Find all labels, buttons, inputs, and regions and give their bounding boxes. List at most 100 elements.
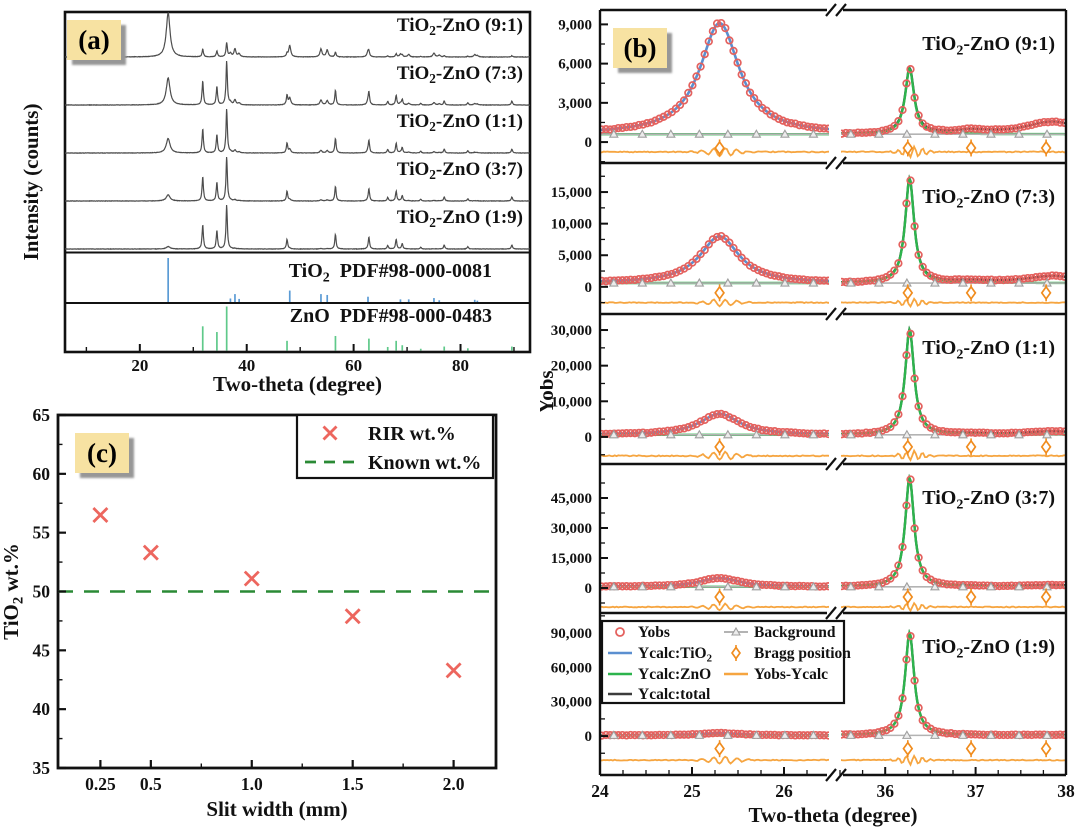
yobs-point [861, 128, 871, 137]
background-triangle-icon [929, 277, 940, 287]
yobs-point [774, 581, 783, 590]
y-tick-label: 40 [33, 699, 51, 719]
panel-b-subplot-4: 0 15,000 30,000 45,000 TiO2-ZnO (3:7) [551, 464, 1068, 620]
background-triangle-icon [1014, 129, 1024, 138]
yobs-point [1047, 117, 1057, 126]
yobs-point [725, 413, 734, 422]
borders [598, 464, 1068, 620]
yobs-point [622, 429, 631, 438]
yobs-point [614, 123, 623, 133]
background-triangle-icon [901, 277, 912, 287]
x-tick-label: 2.0 [443, 774, 465, 794]
yobs-point [807, 123, 816, 132]
yobs-point [898, 694, 907, 703]
rir-point [344, 608, 361, 625]
axis-break-icon [835, 606, 847, 620]
panel-b-subplot-2: 0 5,000 10,000 15,000 TiO2-ZnO (7:3) [551, 163, 1068, 321]
background-triangle-icon [1042, 581, 1052, 591]
yobs-point [1027, 273, 1036, 283]
yobs-point [910, 93, 919, 102]
yobs-point [890, 121, 899, 131]
borders [598, 613, 1068, 782]
yobs-point [651, 730, 660, 740]
yobs-point [1043, 118, 1053, 127]
x-tick-label: 60 [345, 356, 362, 375]
yobs-point [630, 275, 639, 285]
yobs-point [799, 731, 808, 740]
yobs-point [795, 731, 804, 740]
yobs-point [795, 121, 804, 130]
yobs-point [910, 524, 919, 533]
y-tick-label: 30,000 [551, 323, 592, 339]
yobs-point [1003, 275, 1012, 284]
yobs-point [700, 729, 709, 738]
background-triangle-icon [986, 129, 996, 138]
yobs-point [774, 114, 783, 124]
yobs-point [754, 265, 763, 275]
yobs-point [922, 122, 931, 131]
yobs-point [1051, 271, 1061, 280]
yobs-point [618, 582, 627, 591]
yobs-point [857, 429, 867, 438]
yobs-minus-ycalc-line [841, 297, 1066, 309]
yobs-point [647, 428, 656, 437]
yobs-point [638, 120, 648, 129]
yobs-point [815, 276, 825, 285]
y-axis: 0 10,000 20,000 30,000 [551, 323, 608, 456]
bragg-diamond-icon [965, 589, 977, 605]
x-tick-label: 38 [1057, 781, 1075, 801]
yobs-point [938, 125, 948, 135]
panel-b-y-label: Yobs [540, 370, 558, 413]
yobs-point [679, 730, 689, 739]
yobs-point [774, 427, 783, 437]
yobs-point [708, 729, 718, 738]
yobs-point [655, 272, 664, 281]
yobs-point [1027, 730, 1036, 740]
yobs-point [1035, 272, 1045, 281]
yobs-point [890, 570, 899, 579]
yobs-point [882, 125, 891, 135]
yobs-point [971, 581, 980, 590]
legend-label: Ycalc:ZnO [638, 666, 711, 683]
yobs-point [692, 254, 701, 264]
trace-label: TiO2-ZnO (1:1) [397, 111, 523, 134]
yobs-point [725, 36, 734, 45]
yobs-point [963, 275, 972, 284]
yobs-point [906, 176, 915, 185]
legend-yobs-marker-icon [615, 627, 625, 637]
yobs-point [886, 723, 895, 733]
yobs-point [902, 79, 911, 88]
yobs-point [999, 581, 1008, 591]
yobs-point [729, 729, 738, 738]
yobs-point [729, 46, 738, 56]
background-triangle-icon [957, 129, 968, 138]
yobs-point [910, 374, 919, 383]
yobs-point [647, 581, 656, 591]
yobs-point [745, 261, 755, 270]
yobs-point [733, 58, 742, 67]
xrd-trace [65, 108, 530, 155]
yobs-point [704, 412, 713, 422]
x-tick-label: 1.0 [241, 774, 263, 794]
yobs-point [999, 125, 1008, 134]
yobs-point [991, 125, 1000, 134]
bragg-diamond-icon [902, 285, 914, 301]
yobs-point [946, 275, 956, 285]
yobs-point [1027, 427, 1036, 437]
yobs-point [630, 730, 639, 740]
bragg-diamond-icon [714, 285, 725, 301]
y-tick-label: 15,000 [551, 551, 592, 567]
yobs-point [942, 126, 952, 135]
yobs-point [766, 427, 775, 436]
subplot-label: TiO2-ZnO (1:9) [922, 636, 1055, 661]
background-triangle-icon [901, 581, 912, 591]
yobs-point [791, 428, 800, 437]
subplot-label: TiO2-ZnO (3:7) [922, 487, 1055, 512]
yobs-point [906, 65, 915, 74]
background-triangle-icon [808, 129, 819, 138]
yobs-point [630, 581, 639, 591]
background-triangle-icon [873, 129, 884, 138]
yobs-point [963, 124, 972, 133]
yobs-point [618, 123, 627, 133]
yobs-point [890, 266, 899, 275]
